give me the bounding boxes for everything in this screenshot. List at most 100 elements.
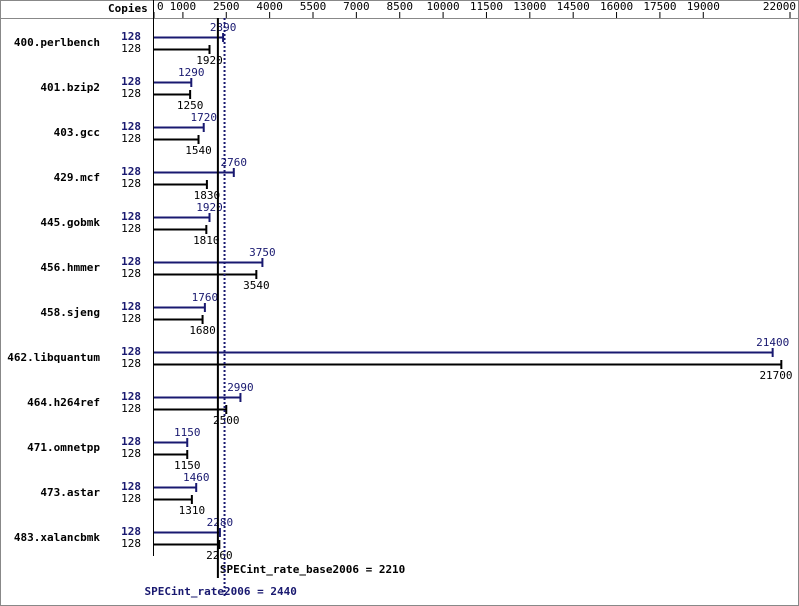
copies-label: 128 <box>121 87 141 100</box>
x-tick-label: 14500 <box>557 0 590 13</box>
copies-label: 128 <box>121 537 141 550</box>
bar <box>154 450 189 459</box>
bar <box>154 315 204 324</box>
benchmark-label: 400.perlbench <box>14 36 100 49</box>
copies-label: 128 <box>121 345 141 358</box>
copies-label: 128 <box>121 300 141 313</box>
value-label: 1310 <box>179 504 206 517</box>
reference-label: SPECint_rate2006 = 2440 <box>145 585 297 598</box>
bar <box>154 360 783 369</box>
benchmark-label: 483.xalancbmk <box>14 531 100 544</box>
bar <box>154 78 193 87</box>
benchmark-label: 403.gcc <box>54 126 100 139</box>
benchmark-label: 445.gobmk <box>40 216 100 229</box>
value-label: 2260 <box>206 549 233 562</box>
bar <box>154 540 221 549</box>
x-tick-label: 16000 <box>600 0 633 13</box>
copies-label: 128 <box>121 402 141 415</box>
value-label: 2500 <box>213 414 240 427</box>
value-label: 2280 <box>207 516 234 529</box>
value-label: 1760 <box>192 291 219 304</box>
bar <box>154 348 774 357</box>
copies-label: 128 <box>121 210 141 223</box>
copies-label: 128 <box>121 75 141 88</box>
x-tick-label: 7000 <box>343 0 370 13</box>
benchmark-label: 458.sjeng <box>40 306 100 319</box>
bar <box>154 90 192 99</box>
value-label: 3540 <box>243 279 270 292</box>
benchmark-label: 471.omnetpp <box>27 441 100 454</box>
value-label: 3750 <box>249 246 276 259</box>
copies-label: 128 <box>121 312 141 325</box>
benchmark-label: 401.bzip2 <box>40 81 100 94</box>
value-label: 1810 <box>193 234 220 247</box>
x-tick-label: 0 <box>157 0 164 13</box>
bar <box>154 270 258 279</box>
benchmark-label: 429.mcf <box>54 171 100 184</box>
bar <box>154 483 198 492</box>
value-label: 1720 <box>190 111 217 124</box>
x-tick-label: 5500 <box>300 0 327 13</box>
copies-label: 128 <box>121 390 141 403</box>
value-label: 1540 <box>185 144 212 157</box>
bar <box>154 393 242 402</box>
bar <box>154 438 189 447</box>
x-tick-label: 22000 <box>763 0 796 13</box>
copies-label: 128 <box>121 132 141 145</box>
reference-label: SPECint_rate_base2006 = 2210 <box>220 563 405 576</box>
copies-header: Copies <box>108 2 148 15</box>
value-label: 1920 <box>196 201 223 214</box>
bar <box>154 45 211 54</box>
benchmark-label: 456.hmmer <box>40 261 100 274</box>
x-tick-label: 17500 <box>643 0 676 13</box>
x-tick-label: 11500 <box>470 0 503 13</box>
copies-label: 128 <box>121 492 141 505</box>
x-tick-label: 2500 <box>213 0 240 13</box>
x-tick-label: 19000 <box>687 0 720 13</box>
copies-label: 128 <box>121 165 141 178</box>
value-label: 1460 <box>183 471 210 484</box>
x-tick-label: 1000 <box>170 0 197 13</box>
value-label: 1830 <box>194 189 221 202</box>
bar <box>154 33 225 42</box>
value-label: 1920 <box>196 54 223 67</box>
x-tick-label: 8500 <box>386 0 413 13</box>
copies-label: 128 <box>121 480 141 493</box>
benchmark-label: 473.astar <box>40 486 100 499</box>
value-label: 21400 <box>756 336 789 349</box>
bar <box>154 258 264 267</box>
value-label: 2390 <box>210 21 237 34</box>
value-label: 1150 <box>174 426 201 439</box>
bar <box>154 405 228 414</box>
copies-label: 128 <box>121 267 141 280</box>
benchmark-label: 464.h264ref <box>27 396 100 409</box>
bar <box>154 168 235 177</box>
bar <box>154 528 221 537</box>
bar <box>154 225 208 234</box>
value-label: 1250 <box>177 99 204 112</box>
copies-label: 128 <box>121 222 141 235</box>
bar <box>154 135 200 144</box>
value-label: 2990 <box>227 381 254 394</box>
bar <box>154 213 211 222</box>
copies-label: 128 <box>121 525 141 538</box>
x-tick-label: 13000 <box>513 0 546 13</box>
x-tick-label: 10000 <box>427 0 460 13</box>
x-tick-label: 4000 <box>256 0 283 13</box>
copies-label: 128 <box>121 255 141 268</box>
value-label: 1150 <box>174 459 201 472</box>
benchmark-label: 462.libquantum <box>7 351 100 364</box>
bar <box>154 180 208 189</box>
value-label: 2760 <box>221 156 248 169</box>
copies-label: 128 <box>121 435 141 448</box>
value-label: 1680 <box>189 324 216 337</box>
copies-label: 128 <box>121 357 141 370</box>
copies-label: 128 <box>121 447 141 460</box>
bar <box>154 123 205 132</box>
bar <box>154 495 193 504</box>
value-label: 1290 <box>178 66 205 79</box>
copies-label: 128 <box>121 42 141 55</box>
